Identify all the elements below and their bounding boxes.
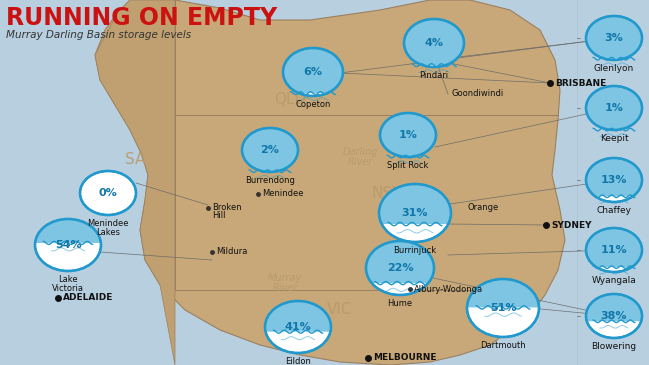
Text: 1%: 1% — [398, 130, 417, 140]
Polygon shape — [265, 301, 331, 332]
Polygon shape — [586, 228, 642, 267]
Polygon shape — [283, 48, 343, 93]
Text: 41%: 41% — [285, 322, 312, 332]
Polygon shape — [586, 86, 642, 130]
Text: VIC: VIC — [327, 303, 353, 318]
Text: Darling: Darling — [342, 147, 378, 157]
Text: MELBOURNE: MELBOURNE — [373, 353, 437, 362]
Text: Burrinjuck: Burrinjuck — [393, 246, 437, 255]
Text: Keepit: Keepit — [600, 134, 628, 143]
Text: 2%: 2% — [260, 145, 280, 155]
Polygon shape — [586, 294, 642, 321]
Text: SA: SA — [125, 153, 145, 168]
Text: Copeton: Copeton — [295, 100, 331, 109]
Text: Orange: Orange — [467, 204, 498, 212]
Ellipse shape — [586, 158, 642, 202]
Text: River: River — [273, 283, 298, 293]
Text: Glenlyon: Glenlyon — [594, 64, 634, 73]
Polygon shape — [586, 158, 642, 196]
Text: Burrendong: Burrendong — [245, 176, 295, 185]
Text: 11%: 11% — [601, 245, 628, 255]
Text: River: River — [347, 157, 373, 167]
Ellipse shape — [586, 16, 642, 60]
Text: Split Rock: Split Rock — [387, 161, 429, 170]
Text: SYDNEY: SYDNEY — [551, 220, 591, 230]
Polygon shape — [95, 0, 175, 365]
Ellipse shape — [380, 113, 436, 157]
Polygon shape — [366, 241, 434, 283]
Text: Hume: Hume — [387, 299, 413, 308]
Polygon shape — [242, 128, 298, 171]
Text: BRISBANE: BRISBANE — [555, 78, 606, 88]
Text: Dartmouth: Dartmouth — [480, 341, 526, 350]
Text: NSW: NSW — [372, 185, 408, 200]
Text: Lakes: Lakes — [96, 228, 120, 237]
Text: 31%: 31% — [402, 208, 428, 218]
Ellipse shape — [586, 294, 642, 338]
Polygon shape — [467, 279, 539, 307]
Text: Blowering: Blowering — [591, 342, 637, 351]
Text: 54%: 54% — [55, 240, 81, 250]
Text: Eildon: Eildon — [285, 357, 311, 365]
Text: Mildura: Mildura — [216, 247, 247, 257]
Text: Murray Darling Basin storage levels: Murray Darling Basin storage levels — [6, 30, 191, 40]
Text: Hill: Hill — [212, 211, 225, 220]
Text: Pindari: Pindari — [419, 71, 448, 80]
Text: Goondiwindi: Goondiwindi — [452, 89, 504, 99]
Ellipse shape — [35, 219, 101, 271]
Ellipse shape — [467, 279, 539, 337]
Ellipse shape — [366, 241, 434, 295]
Ellipse shape — [379, 184, 451, 242]
Text: 1%: 1% — [605, 103, 624, 113]
Polygon shape — [404, 19, 464, 65]
Text: Menindee: Menindee — [87, 219, 129, 228]
Text: Menindee: Menindee — [262, 189, 304, 199]
Ellipse shape — [80, 171, 136, 215]
Text: Murray: Murray — [268, 273, 302, 283]
Text: Albury-Wodonga: Albury-Wodonga — [414, 284, 483, 293]
Text: 51%: 51% — [490, 303, 516, 313]
Text: RUNNING ON EMPTY: RUNNING ON EMPTY — [6, 6, 277, 30]
Ellipse shape — [283, 48, 343, 96]
Polygon shape — [586, 16, 642, 59]
Text: Victoria: Victoria — [52, 284, 84, 293]
Text: Lake: Lake — [58, 275, 78, 284]
Polygon shape — [95, 0, 565, 365]
Ellipse shape — [586, 86, 642, 130]
Text: 0%: 0% — [99, 188, 117, 198]
Text: Chaffey: Chaffey — [596, 206, 631, 215]
Text: Wyangala: Wyangala — [592, 276, 637, 285]
Ellipse shape — [265, 301, 331, 353]
Polygon shape — [380, 113, 436, 157]
Ellipse shape — [242, 128, 298, 172]
Text: 22%: 22% — [387, 263, 413, 273]
Ellipse shape — [404, 19, 464, 67]
Text: 38%: 38% — [601, 311, 627, 321]
Text: 3%: 3% — [605, 33, 624, 43]
Text: Broken: Broken — [212, 204, 241, 212]
Polygon shape — [35, 219, 101, 243]
Text: QLD: QLD — [274, 92, 306, 108]
Ellipse shape — [586, 228, 642, 272]
Polygon shape — [379, 184, 451, 224]
Text: 13%: 13% — [601, 175, 627, 185]
Text: 6%: 6% — [304, 67, 323, 77]
Text: 4%: 4% — [424, 38, 443, 48]
Text: ADELAIDE: ADELAIDE — [63, 293, 114, 303]
